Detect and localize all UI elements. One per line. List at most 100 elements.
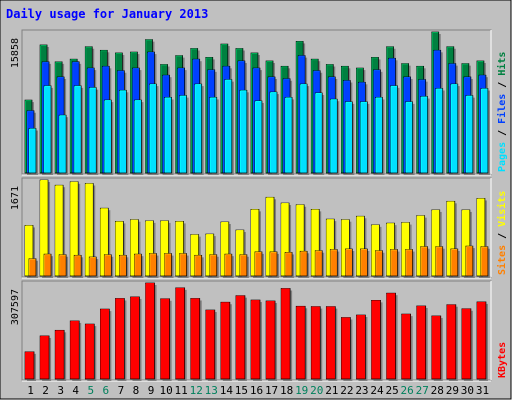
bar-sites-day-29 xyxy=(450,248,460,278)
bar-pages-day-15 xyxy=(239,89,249,175)
bar-pages-day-7 xyxy=(119,89,129,175)
bar-kbytes-day-5 xyxy=(84,323,97,381)
bar-pages-day-9 xyxy=(149,83,159,175)
legend-separator: / xyxy=(497,124,508,142)
bar-sites-day-3 xyxy=(58,254,69,278)
bar-sites-day-9 xyxy=(149,253,159,278)
bar-sites-day-31 xyxy=(480,246,490,278)
bar-kbytes-day-23 xyxy=(356,314,368,381)
bar-sites-day-10 xyxy=(164,253,174,278)
bar-pages-day-26 xyxy=(405,101,415,175)
bar-sites-day-11 xyxy=(179,253,189,278)
y-tick-label: 15858 xyxy=(10,38,21,68)
bar-sites-day-15 xyxy=(239,254,249,278)
bar-sites-day-17 xyxy=(269,251,280,278)
chart-panels: 15858 Pages / Files / Hits 1671 Sites / Vis… xyxy=(10,29,508,382)
bar-kbytes-day-6 xyxy=(100,308,112,381)
bar-pages-day-27 xyxy=(420,96,430,175)
bar-kbytes-day-25 xyxy=(386,292,398,381)
bar-sites-day-21 xyxy=(329,249,340,278)
bar-sites-day-22 xyxy=(345,248,355,278)
x-tick-label: 22 xyxy=(340,384,353,397)
panel-kbytes: 307597 KBytes xyxy=(10,280,508,382)
axis-legend: Pages / Files / Hits xyxy=(496,52,508,172)
bar-kbytes-day-18 xyxy=(280,288,293,381)
y-tick-label: 1671 xyxy=(10,186,21,210)
bar-pages-day-28 xyxy=(435,88,445,175)
bar-sites-day-24 xyxy=(375,250,385,278)
bar-sites-day-20 xyxy=(314,250,325,278)
legend-files: Files xyxy=(496,94,508,124)
bar-kbytes-day-19 xyxy=(295,305,308,381)
bar-kbytes-day-22 xyxy=(341,317,353,381)
bar-pages-day-17 xyxy=(269,91,280,175)
x-tick-label: 14 xyxy=(220,384,234,397)
bar-kbytes-day-28 xyxy=(431,315,443,381)
bar-kbytes-day-27 xyxy=(416,305,428,381)
bar-sites-day-26 xyxy=(405,249,415,278)
bar-pages-day-29 xyxy=(450,83,460,175)
x-tick-label: 6 xyxy=(103,384,110,397)
x-tick-label: 26 xyxy=(401,384,414,397)
bar-kbytes-day-17 xyxy=(265,300,278,381)
x-tick-label: 13 xyxy=(205,384,218,397)
x-tick-label: 3 xyxy=(57,384,64,397)
bar-sites-day-25 xyxy=(390,249,400,278)
bar-sites-day-4 xyxy=(73,254,84,278)
bar-pages-day-3 xyxy=(58,114,69,175)
x-tick-label: 25 xyxy=(385,384,398,397)
bar-pages-day-4 xyxy=(73,85,84,175)
bar-kbytes-day-26 xyxy=(401,313,413,381)
axis-legend: KBytes xyxy=(497,342,508,378)
x-tick-label: 27 xyxy=(416,384,429,397)
legend-kbytes: KBytes xyxy=(497,342,508,378)
bar-pages-day-2 xyxy=(43,85,54,175)
x-tick-label: 2 xyxy=(42,384,49,397)
y-tick-label: 307597 xyxy=(10,289,21,325)
bar-pages-day-10 xyxy=(164,97,174,175)
x-tick-label: 4 xyxy=(72,384,79,397)
bar-kbytes-day-1 xyxy=(24,351,37,381)
bar-pages-day-25 xyxy=(390,85,400,175)
chart-title: Daily usage for January 2013 xyxy=(6,7,208,21)
bar-kbytes-day-21 xyxy=(325,306,338,381)
bar-kbytes-day-15 xyxy=(235,295,247,381)
bar-kbytes-day-20 xyxy=(310,306,323,381)
bar-kbytes-day-30 xyxy=(461,308,473,381)
bar-pages-day-14 xyxy=(224,79,234,175)
bar-pages-day-13 xyxy=(209,97,219,175)
bar-pages-day-30 xyxy=(465,95,475,175)
x-tick-label: 30 xyxy=(461,384,474,397)
bar-kbytes-day-8 xyxy=(130,296,142,381)
bar-pages-day-12 xyxy=(194,83,204,175)
bar-kbytes-day-14 xyxy=(220,301,232,381)
x-tick-label: 18 xyxy=(280,384,293,397)
bar-pages-day-20 xyxy=(314,92,325,175)
bar-kbytes-day-3 xyxy=(54,329,67,381)
axis-legend: Sites / Visits xyxy=(496,191,508,275)
x-tick-label: 11 xyxy=(175,384,188,397)
x-tick-label: 21 xyxy=(325,384,338,397)
bar-sites-day-5 xyxy=(88,256,99,278)
x-tick-label: 15 xyxy=(235,384,248,397)
bar-pages-day-16 xyxy=(254,100,264,175)
legend-sites: Sites xyxy=(496,245,508,275)
x-tick-label: 24 xyxy=(370,384,384,397)
x-tick-label: 23 xyxy=(355,384,368,397)
bar-sites-day-2 xyxy=(43,253,54,278)
x-tick-label: 29 xyxy=(446,384,459,397)
bar-pages-day-11 xyxy=(179,95,189,175)
bar-sites-day-1 xyxy=(28,258,38,278)
bar-pages-day-8 xyxy=(134,99,144,175)
legend-hits: Hits xyxy=(496,52,508,76)
x-tick-label: 10 xyxy=(159,384,172,397)
x-tick-label: 19 xyxy=(295,384,308,397)
bar-visits-day-9 xyxy=(145,220,156,278)
bar-sites-day-23 xyxy=(360,248,370,278)
legend-separator: / xyxy=(497,76,508,94)
x-tick-label: 12 xyxy=(190,384,203,397)
bar-pages-day-5 xyxy=(88,87,99,175)
bar-kbytes-day-9 xyxy=(145,282,157,381)
bar-pages-day-23 xyxy=(360,101,370,175)
